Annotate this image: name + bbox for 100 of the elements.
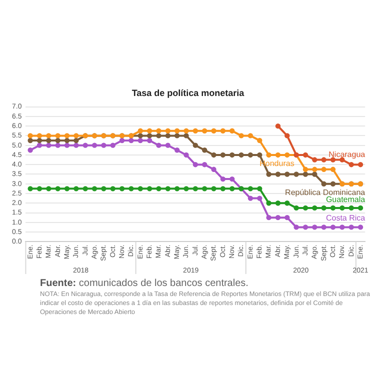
point bbox=[284, 152, 290, 158]
point bbox=[248, 196, 254, 201]
point bbox=[321, 166, 326, 172]
point bbox=[275, 123, 281, 129]
point bbox=[138, 133, 143, 138]
point bbox=[174, 128, 180, 134]
point bbox=[358, 224, 364, 230]
series-label: Nicaragua bbox=[328, 150, 366, 159]
point bbox=[119, 186, 125, 192]
point bbox=[302, 172, 308, 177]
point bbox=[202, 128, 208, 134]
point bbox=[230, 186, 235, 192]
point bbox=[55, 133, 60, 138]
point bbox=[92, 142, 98, 148]
point bbox=[321, 224, 326, 230]
point bbox=[266, 172, 272, 177]
point bbox=[146, 138, 152, 144]
point bbox=[101, 186, 106, 192]
point bbox=[128, 186, 134, 192]
point bbox=[294, 205, 299, 211]
point bbox=[46, 186, 52, 192]
point bbox=[330, 181, 336, 186]
point bbox=[257, 196, 262, 201]
point bbox=[330, 166, 336, 172]
point bbox=[74, 138, 79, 144]
point bbox=[312, 172, 318, 177]
point bbox=[284, 200, 290, 206]
point bbox=[36, 186, 42, 192]
point bbox=[321, 181, 326, 186]
point bbox=[248, 186, 254, 192]
chart-title: Tasa de política monetaria bbox=[132, 88, 246, 98]
point bbox=[82, 186, 88, 192]
point bbox=[202, 162, 208, 168]
point bbox=[156, 186, 162, 192]
point bbox=[101, 142, 106, 148]
point bbox=[138, 138, 143, 144]
point bbox=[192, 128, 198, 134]
point bbox=[92, 186, 98, 192]
point bbox=[275, 214, 281, 220]
point bbox=[36, 133, 42, 138]
point bbox=[110, 142, 116, 148]
point bbox=[211, 128, 216, 134]
point bbox=[28, 133, 33, 138]
point bbox=[184, 128, 189, 134]
point bbox=[257, 138, 262, 144]
point bbox=[230, 152, 235, 158]
point bbox=[248, 152, 254, 158]
point bbox=[321, 157, 326, 162]
point bbox=[312, 166, 318, 172]
point bbox=[340, 205, 345, 211]
point bbox=[238, 133, 244, 138]
point bbox=[358, 162, 364, 168]
point bbox=[202, 186, 208, 192]
point bbox=[174, 148, 180, 153]
point bbox=[165, 133, 170, 138]
point bbox=[220, 128, 226, 134]
point bbox=[74, 186, 79, 192]
point bbox=[184, 152, 189, 158]
point bbox=[156, 128, 162, 134]
point bbox=[192, 142, 198, 148]
point bbox=[156, 142, 162, 148]
point bbox=[330, 205, 336, 211]
point bbox=[348, 224, 354, 230]
point bbox=[28, 148, 33, 153]
point bbox=[220, 176, 226, 182]
point bbox=[220, 186, 226, 192]
point bbox=[36, 138, 42, 144]
point bbox=[211, 186, 216, 192]
point bbox=[64, 186, 70, 192]
point bbox=[230, 128, 235, 134]
point bbox=[238, 152, 244, 158]
point bbox=[275, 172, 281, 177]
point bbox=[184, 186, 189, 192]
point bbox=[64, 138, 70, 144]
point bbox=[284, 214, 290, 220]
point bbox=[294, 224, 299, 230]
point bbox=[230, 176, 235, 182]
point bbox=[312, 205, 318, 211]
point bbox=[302, 166, 308, 172]
point bbox=[220, 152, 226, 158]
point bbox=[257, 186, 262, 192]
point bbox=[312, 157, 318, 162]
point bbox=[284, 133, 290, 138]
point bbox=[55, 186, 60, 192]
point bbox=[28, 186, 33, 192]
point bbox=[64, 133, 70, 138]
point bbox=[348, 162, 354, 168]
point bbox=[146, 186, 152, 192]
point bbox=[358, 205, 364, 211]
point bbox=[46, 142, 52, 148]
point bbox=[55, 138, 60, 144]
point bbox=[156, 133, 162, 138]
point bbox=[312, 224, 318, 230]
point bbox=[211, 152, 216, 158]
point bbox=[55, 142, 60, 148]
point bbox=[165, 186, 170, 192]
text: Fuente: comunicados de los bancos centrales. bbox=[40, 278, 248, 289]
point bbox=[340, 224, 345, 230]
point bbox=[266, 200, 272, 206]
point bbox=[82, 142, 88, 148]
